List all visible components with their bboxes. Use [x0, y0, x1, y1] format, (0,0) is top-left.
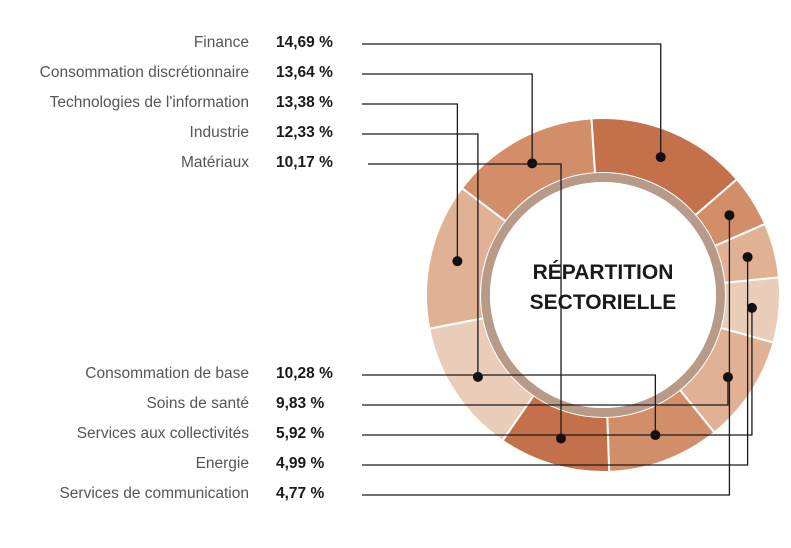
leader-dot — [722, 372, 733, 383]
legend-value: 14,69 % — [276, 34, 333, 51]
chart-title-line-1: RÉPARTITION — [532, 261, 674, 284]
chart-title: RÉPARTITION SECTORIELLE — [503, 258, 703, 318]
legend-label: Services aux collectivités — [76, 425, 249, 442]
legend-label: Matériaux — [180, 154, 249, 171]
donut-inner-rim — [481, 173, 725, 417]
legend-value: 5,92 % — [276, 425, 325, 442]
leader-dot — [527, 158, 538, 169]
legend-value: 9,83 % — [276, 395, 325, 412]
leader-line — [368, 163, 562, 439]
legend-value: 4,77 % — [276, 485, 325, 502]
legend-value: 10,17 % — [276, 154, 333, 171]
legend-label: Consommation de base — [85, 365, 249, 382]
leader-dot — [556, 433, 567, 444]
leader-line — [362, 215, 731, 496]
legend-value: 10,28 % — [276, 365, 333, 382]
leader-dot — [742, 252, 753, 263]
chart-title-line-2: SECTORIELLE — [529, 291, 677, 314]
leader-dot — [472, 371, 483, 382]
leader-line — [362, 307, 753, 436]
donut-hole — [490, 182, 716, 408]
leader-line — [362, 377, 729, 406]
leader-dot — [746, 302, 757, 313]
legend-value: 13,64 % — [276, 64, 333, 81]
leader-line — [362, 133, 479, 377]
legend-label: Services de communication — [59, 485, 249, 502]
leader-line — [362, 43, 662, 158]
leader-line — [362, 73, 533, 164]
legend-value: 12,33 % — [276, 124, 333, 141]
legend-label: Energie — [195, 455, 249, 472]
legend-label: Industrie — [189, 124, 249, 141]
legend-value: 13,38 % — [276, 94, 333, 111]
legend-label: Finance — [193, 34, 249, 51]
leader-line — [362, 103, 459, 262]
legend-label: Technologies de l'information — [49, 94, 249, 111]
leader-line — [362, 374, 657, 436]
leader-dot — [655, 152, 666, 163]
leader-dot — [724, 210, 735, 221]
legend-value: 4,99 % — [276, 455, 325, 472]
leader-dot — [452, 256, 463, 267]
leader-line — [362, 257, 749, 466]
legend-label: Consommation discrétionnaire — [39, 64, 249, 81]
legend-label: Soins de santé — [146, 395, 249, 412]
